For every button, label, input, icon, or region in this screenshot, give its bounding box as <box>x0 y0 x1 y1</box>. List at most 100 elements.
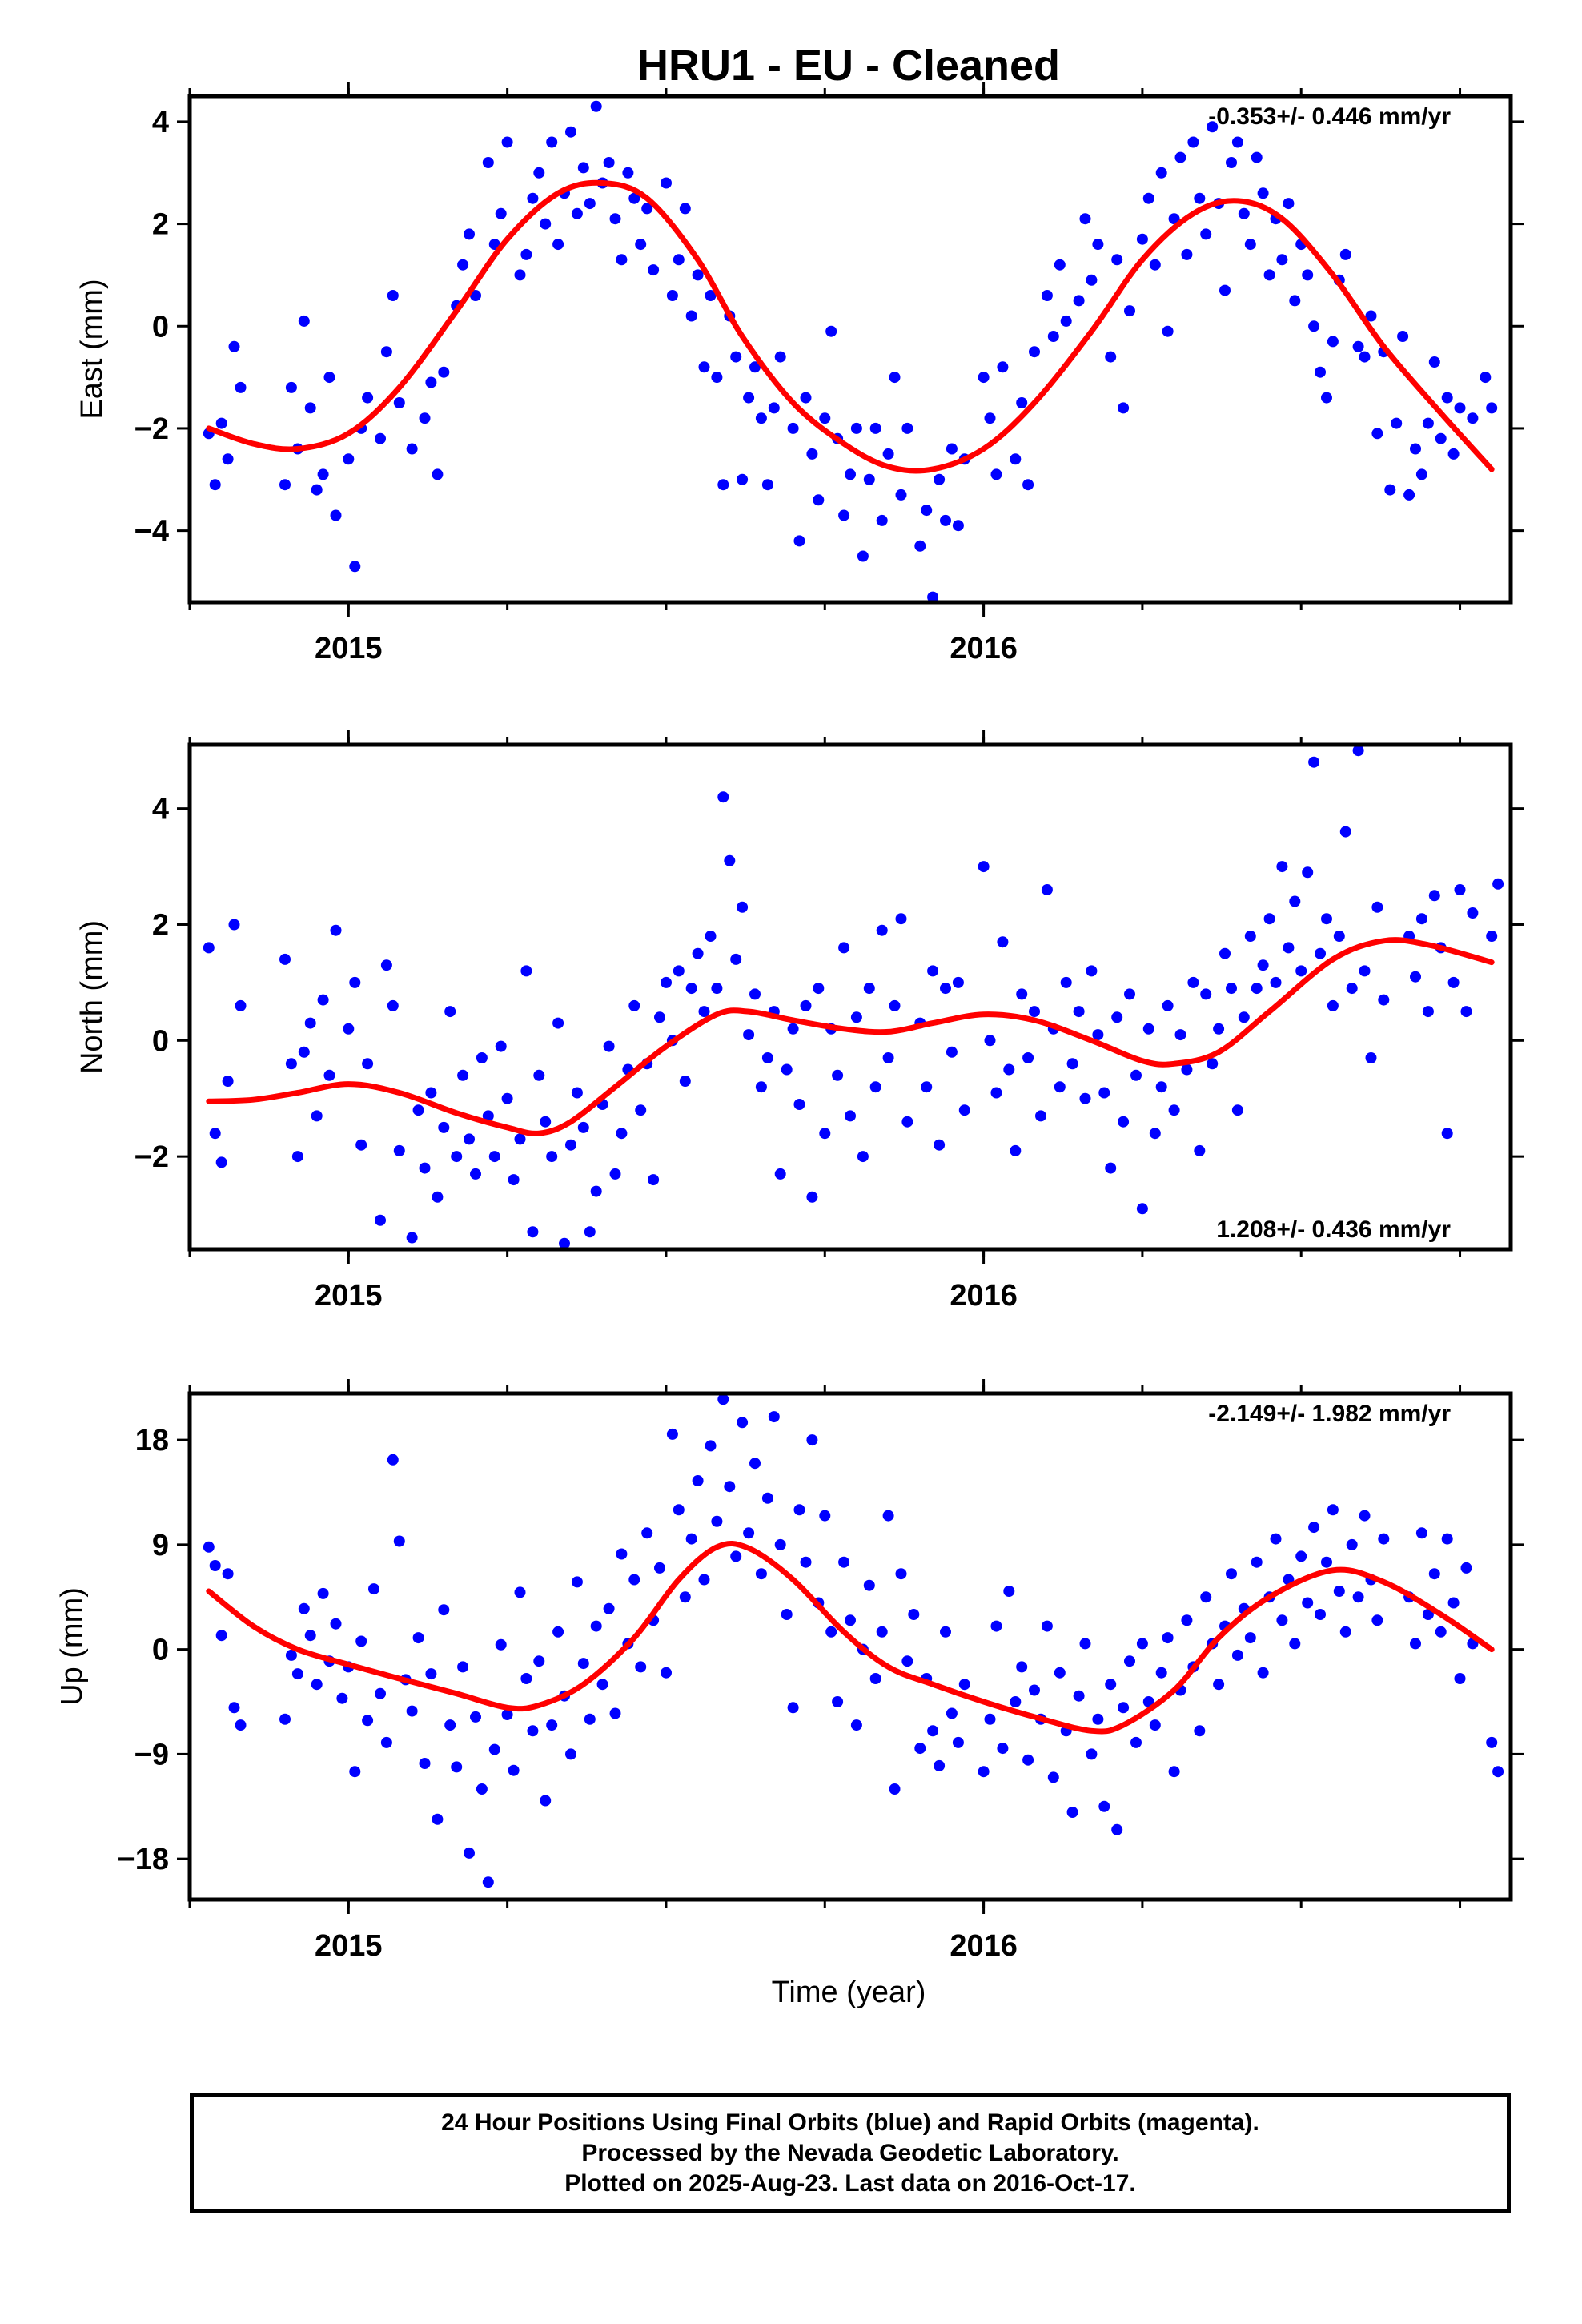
east-point-77 <box>787 422 799 434</box>
east-point-70 <box>737 473 749 485</box>
east-point-26 <box>432 468 444 480</box>
north-point-18 <box>362 1058 374 1070</box>
north-point-22 <box>393 1144 405 1156</box>
up-point-77 <box>730 1550 742 1562</box>
east-point-91 <box>876 514 888 526</box>
east-point-66 <box>711 372 723 384</box>
up-point-19 <box>362 1715 374 1727</box>
up-point-99 <box>869 1673 881 1684</box>
north-point-73 <box>724 854 736 866</box>
north-point-176 <box>1415 913 1427 925</box>
east-point-163 <box>1391 417 1403 429</box>
up-point-102 <box>889 1783 901 1795</box>
up-point-125 <box>1047 1771 1059 1783</box>
north-point-108 <box>952 976 964 988</box>
north-point-161 <box>1302 866 1314 879</box>
east-ytick-label-4: 4 <box>152 106 169 139</box>
north-point-36 <box>488 1151 500 1163</box>
north-point-61 <box>648 1174 660 1186</box>
up-point-174 <box>1359 1510 1371 1522</box>
north-point-38 <box>501 1092 513 1104</box>
north-point-25 <box>419 1162 431 1174</box>
north-marks <box>203 745 1504 1249</box>
up-point-138 <box>1130 1736 1142 1748</box>
east-point-16 <box>349 561 361 573</box>
footer-line-3: Plotted on 2025-Aug-23. Last data on 201… <box>564 2170 1136 2197</box>
east-point-150 <box>1302 269 1314 281</box>
up-point-7 <box>285 1649 297 1661</box>
east-point-138 <box>1226 157 1237 168</box>
east-point-92 <box>882 448 894 460</box>
east-point-176 <box>1486 402 1498 414</box>
north-point-137 <box>1149 1128 1161 1140</box>
east-point-98 <box>927 591 939 602</box>
north-point-177 <box>1422 1006 1434 1018</box>
north-point-148 <box>1219 947 1231 959</box>
up-point-131 <box>1086 1748 1098 1760</box>
east-point-140 <box>1238 207 1250 219</box>
up-point-98 <box>863 1579 875 1591</box>
north-point-160 <box>1295 965 1307 977</box>
north-point-6 <box>279 953 291 965</box>
east-point-143 <box>1257 187 1269 199</box>
up-point-85 <box>781 1609 793 1620</box>
east-point-69 <box>730 351 742 363</box>
east-point-50 <box>603 157 615 168</box>
north-point-8 <box>291 1151 303 1163</box>
up-point-122 <box>1029 1684 1040 1696</box>
up-point-27 <box>412 1632 424 1644</box>
east-point-109 <box>1016 397 1028 408</box>
north-point-17 <box>355 1139 367 1151</box>
east-point-115 <box>1060 315 1072 327</box>
east-point-35 <box>501 136 513 148</box>
panel-north: −2 0 2 4 2015 2016 North (mm) 1.208+/- 0.436 … <box>75 730 1524 1313</box>
east-point-12 <box>317 468 329 480</box>
north-point-162 <box>1308 756 1320 768</box>
up-point-92 <box>825 1626 837 1638</box>
up-point-129 <box>1073 1690 1085 1702</box>
north-point-150 <box>1231 1104 1243 1116</box>
up-point-121 <box>1022 1754 1034 1766</box>
east-point-157 <box>1352 340 1364 352</box>
north-point-151 <box>1238 1011 1250 1023</box>
up-ytick-label-0: −18 <box>118 1843 169 1876</box>
east-point-151 <box>1308 320 1320 332</box>
up-fit-line <box>206 1541 1495 1735</box>
north-point-138 <box>1155 1081 1167 1093</box>
north-point-113 <box>997 936 1009 948</box>
east-point-83 <box>825 325 837 337</box>
east-point-34 <box>495 207 507 219</box>
up-point-114 <box>978 1766 990 1778</box>
up-point-11 <box>311 1679 323 1691</box>
up-point-45 <box>527 1725 539 1737</box>
up-xtick-label-0: 2015 <box>315 1929 383 1963</box>
east-point-125 <box>1142 192 1154 204</box>
east-point-131 <box>1181 248 1193 260</box>
east-point-162 <box>1384 484 1396 496</box>
up-point-78 <box>737 1417 749 1429</box>
north-point-50 <box>577 1121 589 1133</box>
east-point-96 <box>914 540 926 552</box>
up-point-160 <box>1270 1533 1282 1545</box>
east-point-146 <box>1276 254 1288 266</box>
north-ytick-label-2: 2 <box>152 908 169 942</box>
north-point-103 <box>921 1081 933 1093</box>
east-point-105 <box>984 412 996 424</box>
east-point-118 <box>1086 274 1098 286</box>
up-point-88 <box>800 1556 812 1568</box>
east-ytick-label-2: 0 <box>152 310 169 344</box>
north-point-62 <box>654 1011 665 1023</box>
east-point-97 <box>921 505 933 517</box>
north-point-48 <box>565 1139 576 1151</box>
north-point-165 <box>1327 999 1339 1011</box>
north-point-12 <box>317 994 329 1006</box>
east-point-78 <box>793 535 805 547</box>
north-point-3 <box>222 1076 234 1087</box>
up-plot-layer: −18 −9 0 9 18 2015 2016 <box>118 1379 1524 1963</box>
east-point-2 <box>215 417 227 429</box>
east-point-170 <box>1435 432 1447 444</box>
up-point-104 <box>901 1655 913 1667</box>
north-point-175 <box>1410 971 1421 983</box>
east-point-106 <box>990 468 1002 480</box>
north-point-51 <box>584 1226 596 1238</box>
